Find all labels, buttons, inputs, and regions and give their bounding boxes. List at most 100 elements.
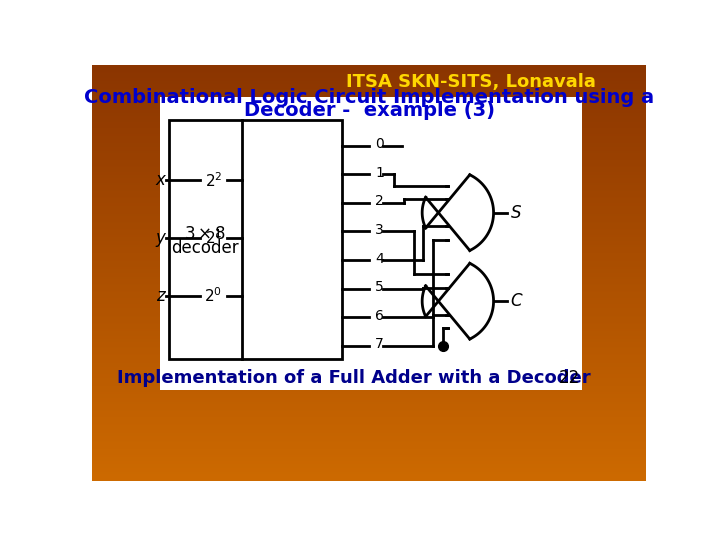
Bar	[92, 156, 647, 157]
Bar	[92, 396, 647, 397]
Bar	[92, 260, 647, 261]
Bar	[92, 332, 647, 333]
Bar	[92, 471, 647, 472]
Bar	[92, 345, 647, 346]
Bar	[92, 307, 647, 308]
Bar	[92, 67, 647, 68]
Bar	[92, 287, 647, 288]
Bar	[92, 286, 647, 287]
Bar	[92, 395, 647, 396]
Bar	[92, 177, 647, 178]
Bar	[92, 416, 647, 417]
Bar	[92, 466, 647, 467]
Bar	[92, 421, 647, 422]
Bar	[92, 271, 647, 272]
Bar	[92, 65, 647, 66]
Bar	[92, 184, 647, 185]
Bar	[92, 302, 647, 303]
Bar	[92, 336, 647, 338]
Bar	[92, 268, 647, 269]
Bar	[92, 116, 647, 117]
Bar	[92, 417, 647, 418]
Bar	[92, 133, 647, 134]
Bar	[92, 442, 647, 443]
Bar	[92, 173, 647, 174]
Bar	[92, 181, 647, 182]
Bar	[92, 84, 647, 85]
Bar	[160, 97, 582, 390]
Bar	[92, 239, 647, 240]
Bar	[92, 96, 647, 97]
Bar	[92, 256, 647, 257]
Bar	[92, 398, 647, 399]
Bar	[92, 314, 647, 315]
Bar	[92, 304, 647, 305]
Bar	[92, 248, 647, 249]
Bar	[92, 179, 647, 180]
Bar	[92, 329, 647, 330]
Bar	[92, 199, 647, 200]
Bar	[92, 470, 647, 471]
Bar	[92, 394, 647, 395]
Bar	[92, 293, 647, 294]
Bar	[92, 330, 647, 331]
Bar	[92, 296, 647, 298]
Text: S: S	[510, 204, 521, 221]
Bar	[92, 350, 647, 351]
Bar	[92, 80, 647, 81]
Bar	[92, 220, 647, 221]
Bar	[92, 409, 647, 410]
Bar	[92, 403, 647, 404]
Bar	[92, 194, 647, 195]
Bar	[92, 211, 647, 212]
Text: 2: 2	[375, 194, 384, 208]
Bar	[92, 449, 647, 450]
Bar	[92, 110, 647, 111]
Bar	[92, 97, 647, 98]
Bar	[92, 148, 647, 150]
Bar	[92, 121, 647, 122]
Bar	[92, 424, 647, 425]
Bar	[92, 192, 647, 193]
Bar	[92, 440, 647, 441]
Bar	[92, 445, 647, 446]
Bar	[92, 327, 647, 328]
Bar	[92, 359, 647, 360]
Bar	[92, 274, 647, 275]
Text: C: C	[510, 292, 522, 310]
Bar	[92, 300, 647, 301]
Bar	[92, 252, 647, 253]
Bar	[92, 258, 647, 259]
Bar	[92, 291, 647, 292]
Bar	[92, 75, 647, 76]
Bar	[92, 209, 647, 210]
Bar	[92, 308, 647, 309]
Bar	[92, 266, 647, 267]
Bar	[92, 358, 647, 359]
Bar	[92, 141, 647, 142]
Bar	[92, 321, 647, 322]
Bar	[92, 379, 647, 380]
Bar	[92, 437, 647, 438]
Bar	[92, 143, 647, 144]
Bar	[92, 232, 647, 233]
Bar	[92, 95, 647, 96]
Bar	[92, 109, 647, 110]
Bar	[92, 253, 647, 254]
Bar	[92, 363, 647, 364]
Bar	[92, 400, 647, 401]
Bar	[92, 81, 647, 82]
Bar	[92, 188, 647, 189]
Bar	[92, 473, 647, 474]
Bar	[92, 361, 647, 362]
Bar	[92, 298, 647, 299]
Bar	[92, 333, 647, 334]
Bar	[92, 170, 647, 171]
Bar	[92, 351, 647, 352]
Bar	[92, 369, 647, 370]
Bar	[92, 87, 647, 88]
Bar	[92, 305, 647, 306]
Bar	[92, 83, 647, 84]
Bar	[92, 364, 647, 365]
Bar	[92, 320, 647, 321]
